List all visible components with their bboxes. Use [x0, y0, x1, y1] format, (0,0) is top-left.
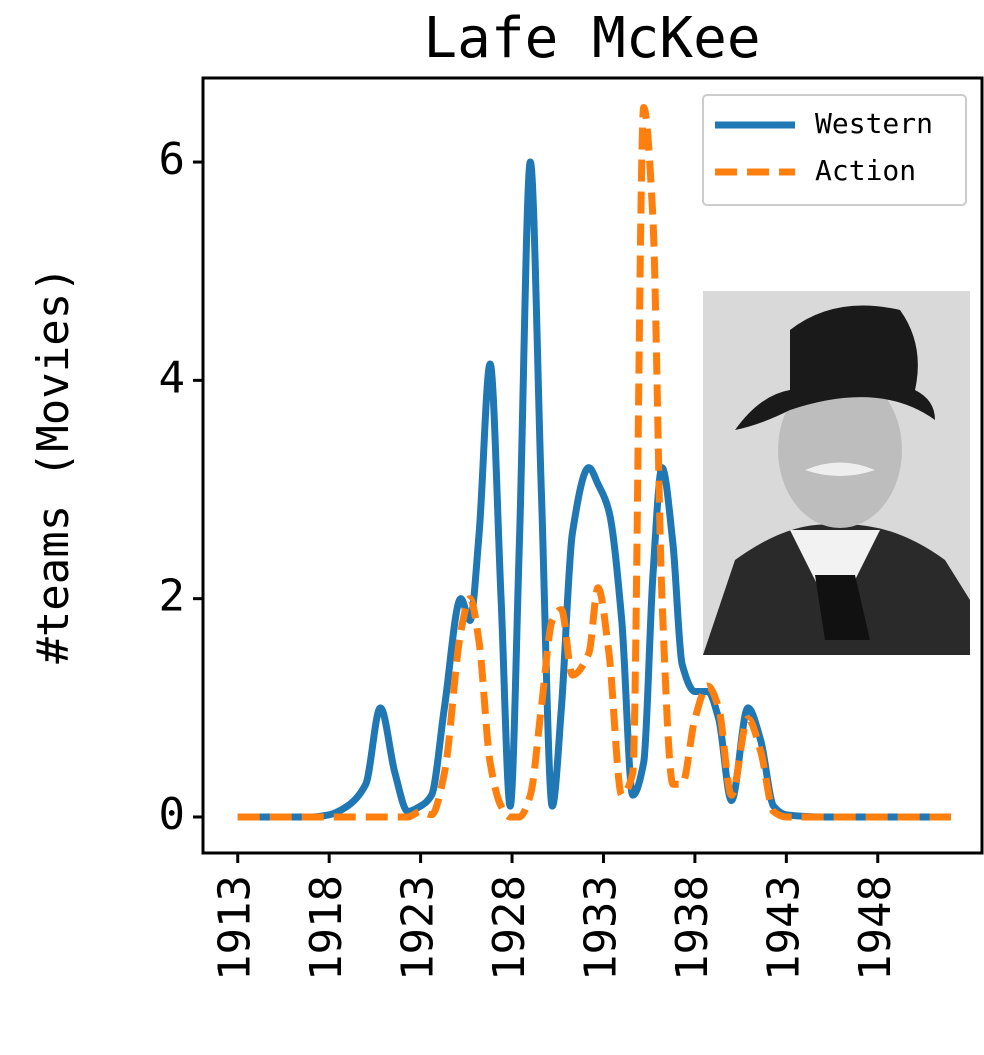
x-tick-label: 1938 — [667, 875, 718, 981]
photo — [703, 291, 970, 655]
legend-label: Western — [815, 107, 933, 140]
x-tick-label: 1943 — [758, 875, 809, 981]
plot-frame — [201, 76, 984, 855]
x-tick-label: 1928 — [484, 875, 535, 981]
y-tick-label: 6 — [159, 134, 186, 185]
photo-hat — [735, 305, 935, 430]
legend: Western Action — [702, 94, 967, 206]
chart-title: Lafe McKee — [423, 6, 760, 71]
photo-tie — [815, 575, 870, 640]
series-line — [237, 103, 951, 821]
x-tick-label: 1918 — [301, 875, 352, 981]
x-tick-label: 1948 — [850, 875, 901, 981]
x-tick-label: 1923 — [393, 875, 444, 981]
photo-moustache — [805, 462, 875, 476]
photo-face — [778, 372, 902, 528]
y-tick-label: 2 — [159, 571, 186, 622]
x-tick-label: 1933 — [575, 875, 626, 981]
plot-area — [237, 103, 951, 821]
y-tick-label: 0 — [159, 789, 186, 840]
y-tick-label: 4 — [159, 352, 186, 403]
y-axis-label: #teams (Movies) — [28, 266, 79, 663]
x-tick-label: 1913 — [210, 875, 261, 981]
legend-label: Action — [815, 154, 916, 187]
